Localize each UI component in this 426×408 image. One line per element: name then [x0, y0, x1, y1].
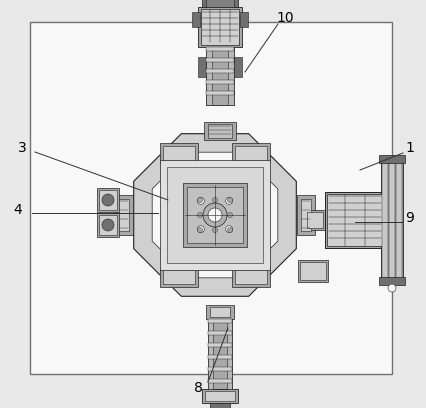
Bar	[97, 213, 119, 237]
Bar	[206, 47, 212, 105]
Bar	[163, 146, 195, 160]
Bar	[325, 192, 387, 248]
Bar	[160, 160, 270, 270]
Bar	[227, 319, 232, 389]
Bar	[298, 260, 328, 282]
Bar	[307, 212, 323, 228]
Bar	[201, 9, 239, 45]
Bar	[206, 69, 234, 73]
Bar	[183, 183, 247, 247]
Circle shape	[227, 228, 233, 233]
Bar	[198, 7, 242, 47]
Bar	[208, 379, 232, 383]
Bar	[208, 331, 232, 335]
Bar	[208, 319, 213, 389]
Circle shape	[198, 228, 202, 233]
Bar	[205, 391, 235, 401]
Bar	[379, 277, 405, 285]
Circle shape	[227, 213, 233, 217]
Text: 1: 1	[406, 141, 414, 155]
Bar	[206, 47, 234, 105]
Bar	[204, 122, 236, 140]
Text: 10: 10	[276, 11, 294, 25]
Bar	[206, 80, 234, 84]
Polygon shape	[152, 152, 278, 278]
Bar	[208, 319, 232, 323]
Bar	[99, 190, 117, 210]
Bar	[381, 160, 403, 280]
Bar	[206, 58, 234, 62]
Bar	[234, 57, 242, 77]
Circle shape	[208, 208, 222, 222]
Bar	[208, 319, 232, 389]
Bar	[232, 143, 270, 163]
Circle shape	[213, 228, 218, 233]
Circle shape	[197, 197, 204, 204]
Circle shape	[102, 194, 114, 206]
Bar	[192, 12, 200, 27]
Bar	[160, 143, 198, 163]
Bar	[167, 167, 263, 263]
Bar	[379, 155, 405, 163]
Bar	[198, 57, 206, 77]
Bar	[187, 187, 243, 243]
Bar	[206, 0, 234, 7]
Text: 9: 9	[406, 211, 414, 225]
Bar	[119, 199, 129, 231]
Circle shape	[198, 213, 202, 217]
Bar	[206, 47, 234, 51]
Bar	[206, 305, 234, 319]
Bar	[206, 91, 234, 95]
Text: 4: 4	[14, 203, 23, 217]
Bar	[327, 194, 385, 246]
Bar	[163, 270, 195, 284]
Bar	[115, 195, 133, 235]
Bar	[97, 188, 119, 212]
Bar	[208, 124, 232, 138]
Circle shape	[213, 197, 218, 202]
Bar	[160, 267, 198, 287]
Bar	[305, 210, 325, 230]
Bar	[202, 389, 238, 403]
Bar	[396, 160, 402, 280]
Bar	[232, 267, 270, 287]
Bar	[382, 160, 388, 280]
Bar	[210, 307, 230, 317]
Bar	[210, 403, 230, 408]
Bar	[301, 199, 311, 231]
Bar	[389, 160, 395, 280]
Circle shape	[388, 284, 396, 292]
Bar	[300, 262, 326, 280]
Polygon shape	[134, 134, 296, 296]
Bar	[297, 195, 315, 235]
Bar	[235, 270, 267, 284]
Bar	[228, 47, 234, 105]
Text: 3: 3	[17, 141, 26, 155]
Bar	[208, 367, 232, 371]
Circle shape	[197, 226, 204, 233]
Circle shape	[226, 197, 233, 204]
Circle shape	[102, 219, 114, 231]
Bar	[208, 343, 232, 347]
Bar	[208, 355, 232, 359]
Bar	[30, 22, 392, 374]
Text: 8: 8	[193, 381, 202, 395]
Circle shape	[198, 197, 202, 202]
Circle shape	[227, 197, 233, 202]
Bar	[99, 215, 117, 235]
Circle shape	[203, 203, 227, 227]
Bar	[235, 146, 267, 160]
Circle shape	[226, 226, 233, 233]
Bar	[240, 12, 248, 27]
Bar	[202, 0, 238, 7]
